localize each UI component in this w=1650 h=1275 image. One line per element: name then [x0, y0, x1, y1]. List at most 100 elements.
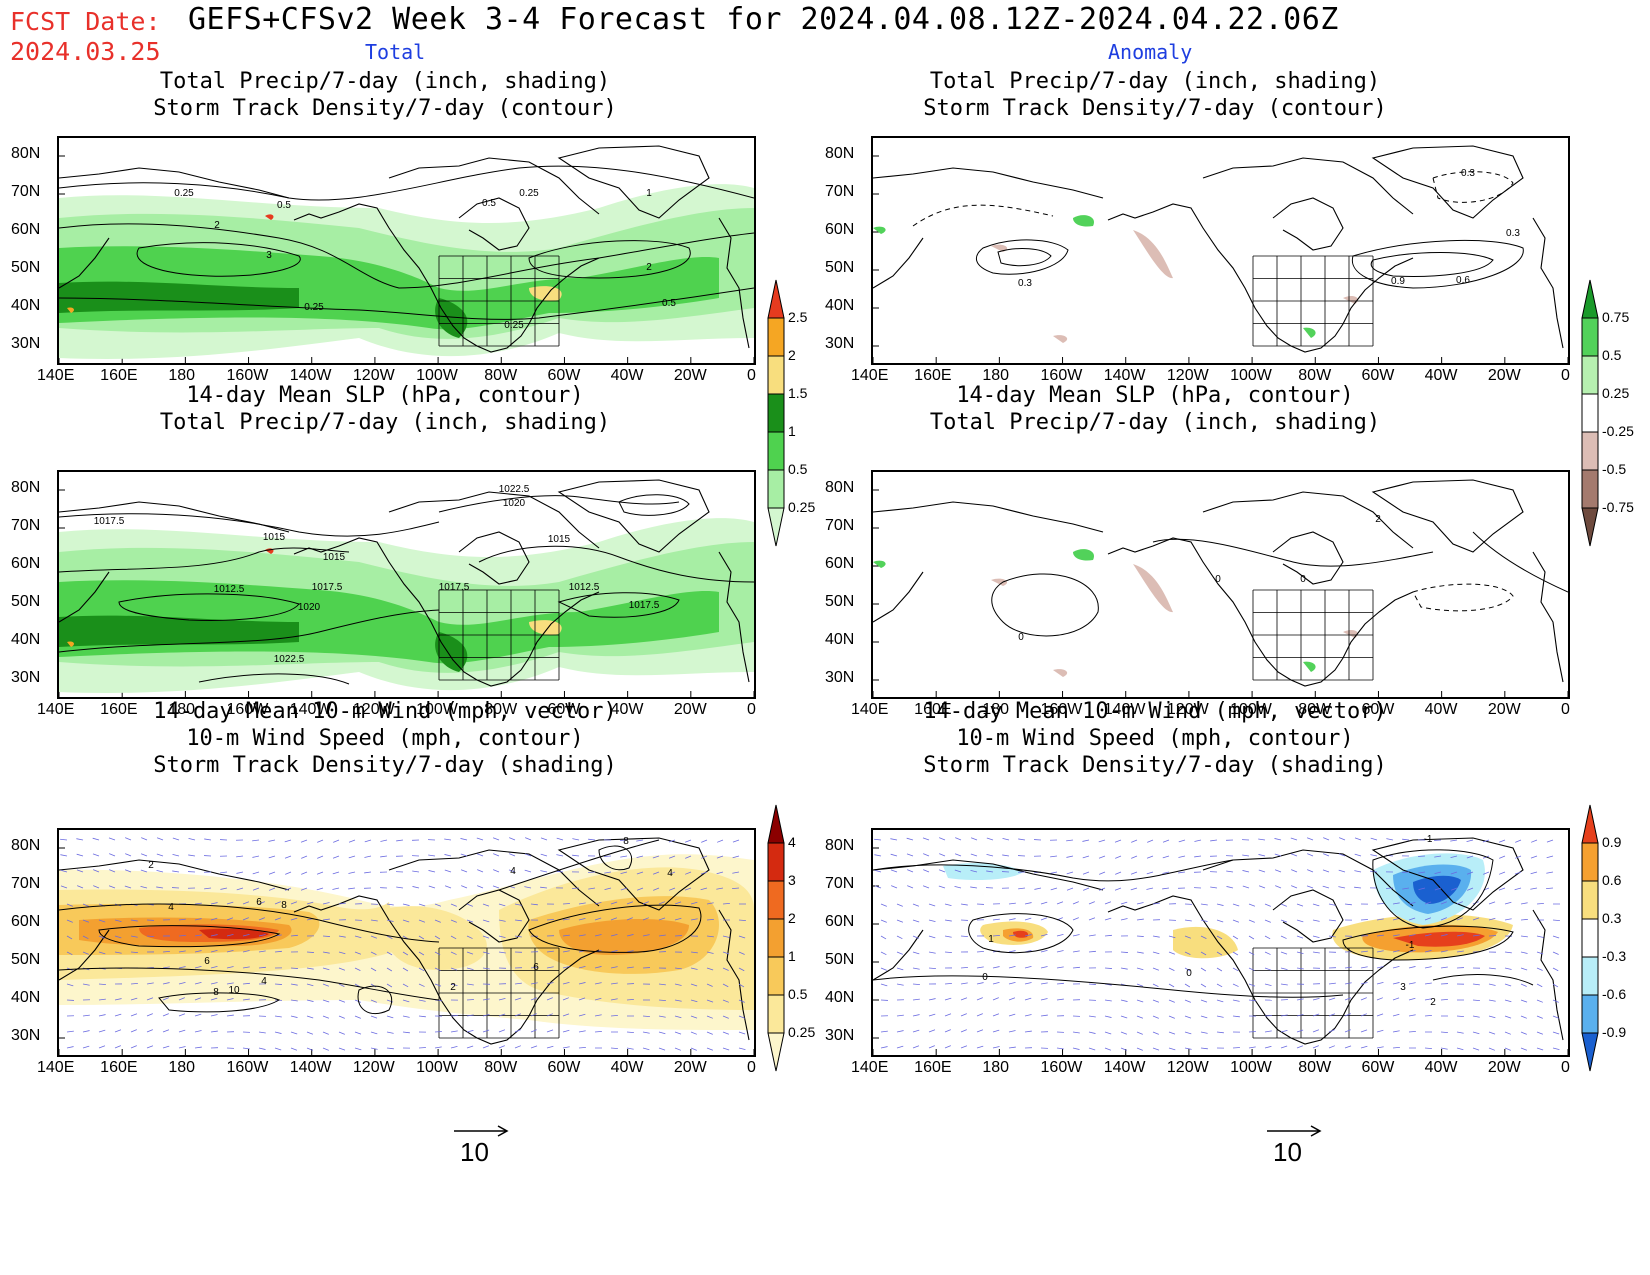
- wind-vector: [992, 934, 1000, 937]
- lon-label: 20W: [1487, 1059, 1521, 1076]
- wind-vector: [626, 901, 634, 905]
- lon-label: 180: [982, 701, 1010, 718]
- wind-vector: [1424, 966, 1432, 969]
- wind-vector: [1530, 855, 1538, 859]
- wind-vector: [658, 1015, 666, 1018]
- wind-vector: [130, 997, 138, 1001]
- wind-vector: [1498, 839, 1506, 843]
- wind-vector: [1408, 966, 1416, 969]
- wind-vector: [226, 982, 234, 985]
- lat-label: 30N: [825, 669, 855, 686]
- colorbar-tick-label: 1: [788, 948, 796, 964]
- wind-vector: [1488, 917, 1496, 921]
- wind-vector: [1210, 886, 1218, 889]
- colorbar-tick-label: -0.75: [1602, 499, 1634, 515]
- lon-label: 80W: [484, 367, 518, 384]
- wind-vector: [1424, 1014, 1432, 1017]
- wind-vector: [636, 871, 644, 875]
- wind-vector: [1162, 871, 1170, 874]
- wind-vector: [738, 919, 746, 922]
- wind-vector: [1392, 934, 1400, 937]
- wind-vector: [1178, 871, 1186, 874]
- wind-vector: [1376, 997, 1383, 1001]
- wind-vector: [412, 870, 420, 873]
- map-panel-precip-anomaly: 0.3 0.3 0.9 0.6 0.3: [871, 136, 1570, 365]
- lon-label: 20W: [1487, 367, 1521, 384]
- colorbar-tick-label: 0.5: [1602, 347, 1622, 363]
- wind-vector: [450, 919, 457, 923]
- wind-vector: [1216, 983, 1223, 988]
- wind-vector: [1280, 1045, 1288, 1049]
- contour-line: [438, 495, 680, 513]
- colorbar-tick-label: 4: [788, 834, 796, 850]
- contour-label: 0.6: [1456, 275, 1470, 286]
- wind-vector: [912, 919, 920, 923]
- wind-vector: [1024, 934, 1032, 937]
- wind-vector: [653, 887, 660, 891]
- wind-vector: [626, 917, 633, 921]
- wind-vector: [992, 982, 1000, 985]
- wind-vector: [1296, 1045, 1304, 1049]
- wind-vector: [1344, 1045, 1352, 1049]
- wind-vector: [684, 887, 692, 891]
- wind-vector: [1264, 919, 1271, 923]
- wind-vector: [610, 1047, 618, 1050]
- wind-vector: [492, 885, 500, 889]
- wind-vector: [450, 903, 457, 907]
- wind-vector: [588, 871, 596, 873]
- wind-vector: [906, 837, 914, 841]
- contour-label: 0.3: [1461, 168, 1475, 179]
- wind-vector: [114, 951, 122, 954]
- contour-label: 4: [667, 868, 673, 879]
- wind-vector: [1152, 967, 1160, 971]
- wind-vector: [252, 887, 260, 891]
- wind-vector: [880, 983, 888, 987]
- colorbar-segment: [1581, 279, 1599, 319]
- wind-vector: [402, 903, 410, 906]
- wind-vector: [1131, 855, 1138, 859]
- contour-label: 0.25: [304, 302, 324, 313]
- wind-vector: [944, 935, 952, 938]
- lat-label: 70N: [825, 517, 855, 534]
- shaded-region: [67, 307, 74, 313]
- lon-label: 20W: [673, 701, 707, 718]
- wind-vector: [674, 901, 682, 905]
- wind-vector: [1360, 1029, 1368, 1033]
- wind-vector: [669, 871, 676, 875]
- wind-vector: [955, 837, 962, 841]
- wind-vector: [1184, 1015, 1192, 1019]
- lat-label: 30N: [825, 335, 855, 352]
- wind-vector: [1323, 837, 1330, 841]
- wind-vector: [578, 934, 586, 937]
- wind-vector: [1552, 919, 1560, 922]
- wind-vector: [944, 982, 952, 985]
- wind-vector: [98, 951, 106, 955]
- wind-vector: [1520, 999, 1528, 1003]
- shaded-region: [1073, 215, 1094, 227]
- wind-vector: [444, 869, 452, 873]
- wind-vector: [306, 901, 314, 905]
- colorbar-tick-label: 0.3: [1602, 910, 1622, 926]
- panel4-title-line1: 14-day Mean SLP (hPa, contour): [956, 383, 1354, 408]
- coastline: [718, 217, 750, 349]
- wind-vector: [1050, 855, 1058, 858]
- wind-vector: [1520, 967, 1528, 971]
- lat-label: 40N: [11, 989, 41, 1006]
- wind-vector: [722, 1047, 730, 1051]
- wind-vector: [1168, 1031, 1176, 1035]
- wind-vector: [1088, 901, 1095, 905]
- wind-vector: [210, 1014, 218, 1017]
- wind-vector: [1418, 871, 1426, 874]
- lat-label: 60N: [825, 555, 855, 572]
- contour-label: 0.25: [519, 188, 539, 199]
- wind-vector: [1008, 934, 1016, 937]
- wind-vector: [1024, 902, 1032, 905]
- wind-vector: [1392, 1030, 1400, 1033]
- wind-vector: [194, 997, 202, 1001]
- wind-vector: [1338, 886, 1346, 889]
- wind-vector: [1536, 951, 1544, 955]
- wind-vector: [960, 966, 968, 969]
- wind-vector: [210, 1030, 218, 1033]
- wind-vector: [1515, 855, 1522, 859]
- lon-label: 140E: [37, 1059, 75, 1076]
